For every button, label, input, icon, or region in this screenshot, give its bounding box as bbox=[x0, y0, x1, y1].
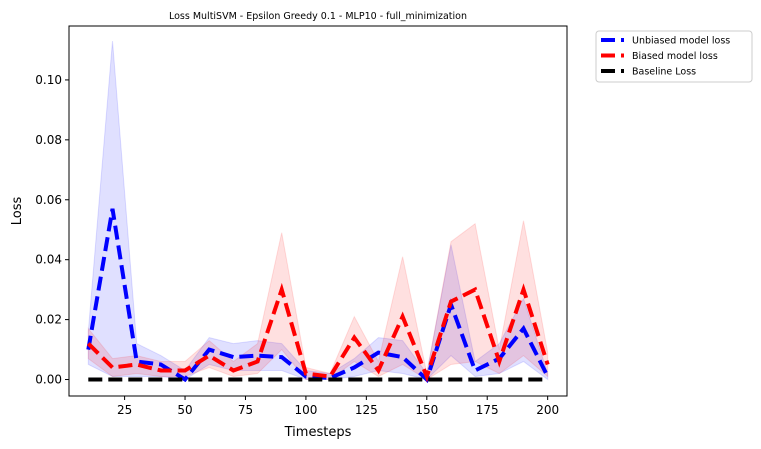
plot-frame bbox=[68, 25, 568, 397]
y-tick-label: 0.02 bbox=[35, 313, 62, 327]
y-axis-ticks: 0.00 0.02 0.04 0.06 0.08 0.10 bbox=[35, 73, 69, 387]
x-tick-label: 175 bbox=[476, 403, 499, 417]
x-tick-label: 200 bbox=[536, 403, 559, 417]
confidence-bands bbox=[87, 40, 549, 381]
x-axis-label: Timesteps bbox=[284, 425, 352, 440]
y-tick-label: 0.08 bbox=[35, 133, 62, 147]
legend-label-unbiased-model-loss: Unbiased model loss bbox=[632, 36, 730, 47]
series-lines bbox=[86, 208, 550, 384]
chart-title: Loss MultiSVM - Epsilon Greedy 0.1 - MLP… bbox=[169, 11, 467, 22]
y-axis-label: Loss bbox=[10, 197, 25, 226]
legend-label-baseline-loss: Baseline Loss bbox=[632, 67, 696, 78]
x-tick-label: 125 bbox=[355, 403, 378, 417]
y-tick-label: 0.00 bbox=[35, 373, 62, 387]
x-tick-label: 75 bbox=[238, 403, 253, 417]
x-axis-ticks: 25 50 75 100 125 150 175 200 bbox=[117, 396, 559, 417]
biased-model-loss-line bbox=[86, 282, 550, 383]
legend: Unbiased model loss Biased model loss Base… bbox=[595, 30, 753, 83]
legend-frame bbox=[595, 30, 753, 83]
x-tick-label: 150 bbox=[415, 403, 438, 417]
y-tick-label: 0.04 bbox=[35, 253, 62, 267]
y-tick-label: 0.06 bbox=[35, 193, 62, 207]
x-tick-label: 100 bbox=[294, 403, 317, 417]
legend-label-biased-model-loss: Biased model loss bbox=[632, 51, 718, 62]
x-tick-label: 25 bbox=[117, 403, 132, 417]
y-tick-label: 0.10 bbox=[35, 73, 62, 87]
x-tick-label: 50 bbox=[177, 403, 192, 417]
unbiased-model-loss-line bbox=[86, 208, 550, 384]
